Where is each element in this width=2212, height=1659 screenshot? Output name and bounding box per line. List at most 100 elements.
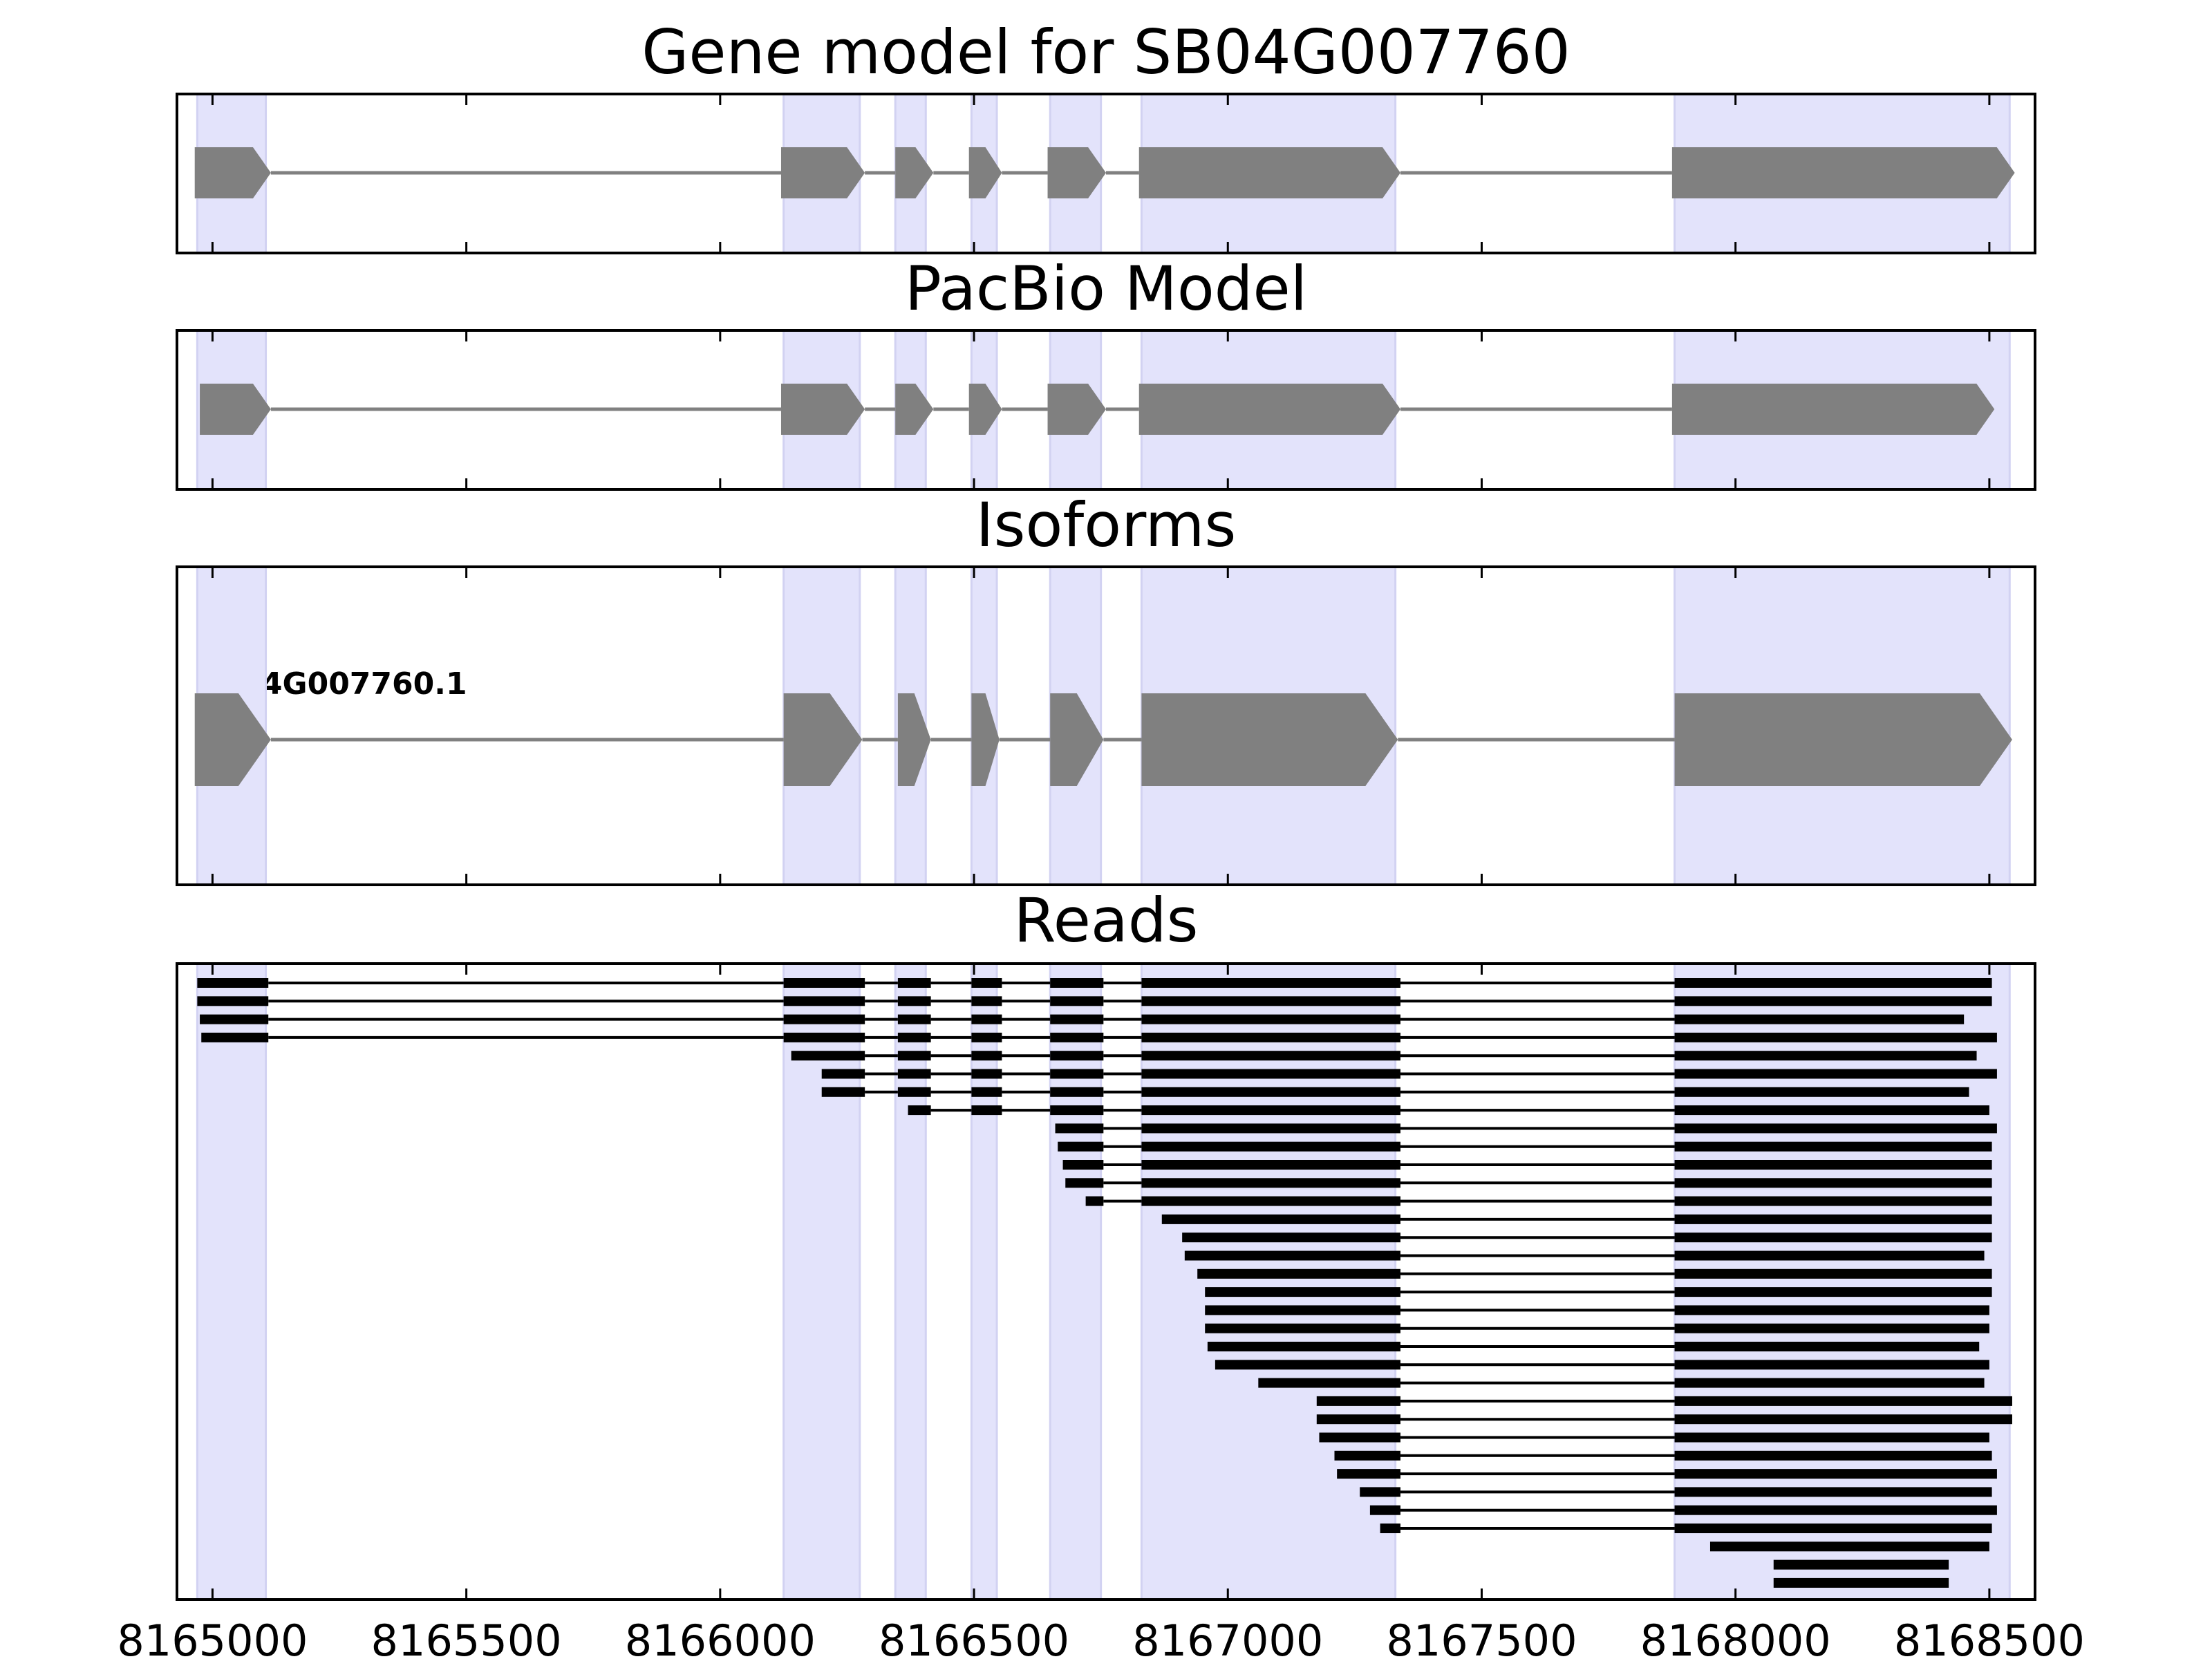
exon-feature	[968, 147, 1002, 198]
exon-feature	[1047, 384, 1106, 435]
read	[821, 1069, 1997, 1079]
read-block	[1334, 1450, 1400, 1461]
read-block	[1141, 978, 1400, 988]
read-block	[201, 1032, 269, 1042]
x-tick-label: 8166000	[625, 1615, 816, 1659]
exon-feature	[1050, 693, 1104, 786]
panel-title-reads: Reads	[1014, 885, 1199, 956]
read-block	[821, 1069, 865, 1079]
read	[1182, 1232, 1992, 1243]
read-block	[1050, 1069, 1104, 1079]
read	[1205, 1323, 1989, 1333]
read-block	[1205, 1323, 1400, 1333]
read-block	[1674, 1250, 1985, 1261]
read	[1258, 1378, 1985, 1388]
read-block	[897, 978, 931, 988]
read-block	[1205, 1305, 1400, 1315]
read-block	[971, 1032, 1002, 1042]
exon-feature	[897, 693, 931, 786]
read-block	[897, 1032, 931, 1042]
read-block	[1674, 1505, 1997, 1515]
panel-0	[176, 93, 2036, 254]
read-block	[1674, 1360, 1989, 1370]
read-block	[971, 1069, 1002, 1079]
read-block	[783, 978, 865, 988]
read-block	[200, 1014, 269, 1024]
read-block	[1141, 1160, 1400, 1170]
panel-3	[176, 962, 2036, 1601]
read	[1161, 1214, 1992, 1224]
read-block	[1184, 1250, 1400, 1261]
read-block	[783, 1014, 865, 1024]
read-block	[1065, 1178, 1104, 1188]
read-block	[1258, 1378, 1400, 1388]
read-block	[197, 996, 269, 1006]
read-block	[197, 978, 269, 988]
read-block	[1050, 978, 1104, 988]
read-block	[1674, 1232, 1992, 1243]
exon-feature	[971, 693, 1000, 786]
x-tick-label: 8168000	[1640, 1615, 1831, 1659]
read	[908, 1105, 1989, 1116]
read-block	[1141, 1123, 1400, 1134]
read	[1207, 1342, 1980, 1351]
read-block	[1141, 1087, 1400, 1097]
read-block	[783, 1032, 865, 1042]
read	[1380, 1524, 1992, 1533]
exon-feature	[780, 147, 865, 198]
read-block	[1674, 1287, 1992, 1297]
exon-feature	[1138, 384, 1400, 435]
read-block	[971, 1087, 1002, 1097]
read	[1369, 1505, 1997, 1515]
read-block	[1674, 1014, 1965, 1024]
read-block	[1085, 1196, 1104, 1206]
exon-feature	[1047, 147, 1106, 198]
exon-feature	[895, 147, 934, 198]
read-block	[783, 996, 865, 1006]
x-tick-label: 8165500	[371, 1615, 562, 1659]
panel-1	[176, 329, 2036, 491]
read-block	[1360, 1487, 1400, 1497]
read-block	[1161, 1214, 1400, 1224]
read	[1773, 1559, 1949, 1570]
read-block	[1674, 1087, 1969, 1097]
read-block	[1674, 1032, 1997, 1042]
read-block	[821, 1087, 865, 1097]
read-block	[1773, 1559, 1949, 1570]
read	[1316, 1414, 2012, 1425]
exon-region-band	[196, 962, 268, 1601]
read-block	[791, 1051, 865, 1061]
read	[1205, 1287, 1992, 1297]
read	[1197, 1268, 1992, 1279]
read	[1316, 1396, 2012, 1406]
read	[1773, 1577, 1949, 1588]
x-tick-label: 8168500	[1894, 1615, 2085, 1659]
read	[1709, 1541, 1989, 1552]
panel-frame	[176, 962, 2036, 1601]
read-block	[1197, 1268, 1400, 1279]
read-block	[1058, 1141, 1104, 1152]
x-tick-label: 8167000	[1132, 1615, 1323, 1659]
read-block	[897, 1087, 931, 1097]
read-block	[1674, 1268, 1992, 1279]
exon-feature	[200, 384, 271, 435]
read	[1205, 1305, 1989, 1315]
read-block	[897, 1069, 931, 1079]
read-block	[1674, 1323, 1989, 1333]
read-block	[1141, 996, 1400, 1006]
read	[1184, 1250, 1985, 1261]
read-block	[897, 1014, 931, 1024]
read	[791, 1051, 1977, 1061]
x-tick-label: 8165000	[117, 1615, 308, 1659]
read-block	[1316, 1396, 1400, 1406]
read-block	[1055, 1123, 1104, 1134]
read-block	[1674, 1214, 1992, 1224]
read	[197, 978, 1992, 988]
read-block	[1674, 1450, 1992, 1461]
read	[1360, 1487, 1992, 1497]
read	[1055, 1123, 1997, 1134]
read-block	[1062, 1160, 1104, 1170]
exon-feature	[1671, 384, 1995, 435]
read-block	[971, 1105, 1002, 1116]
